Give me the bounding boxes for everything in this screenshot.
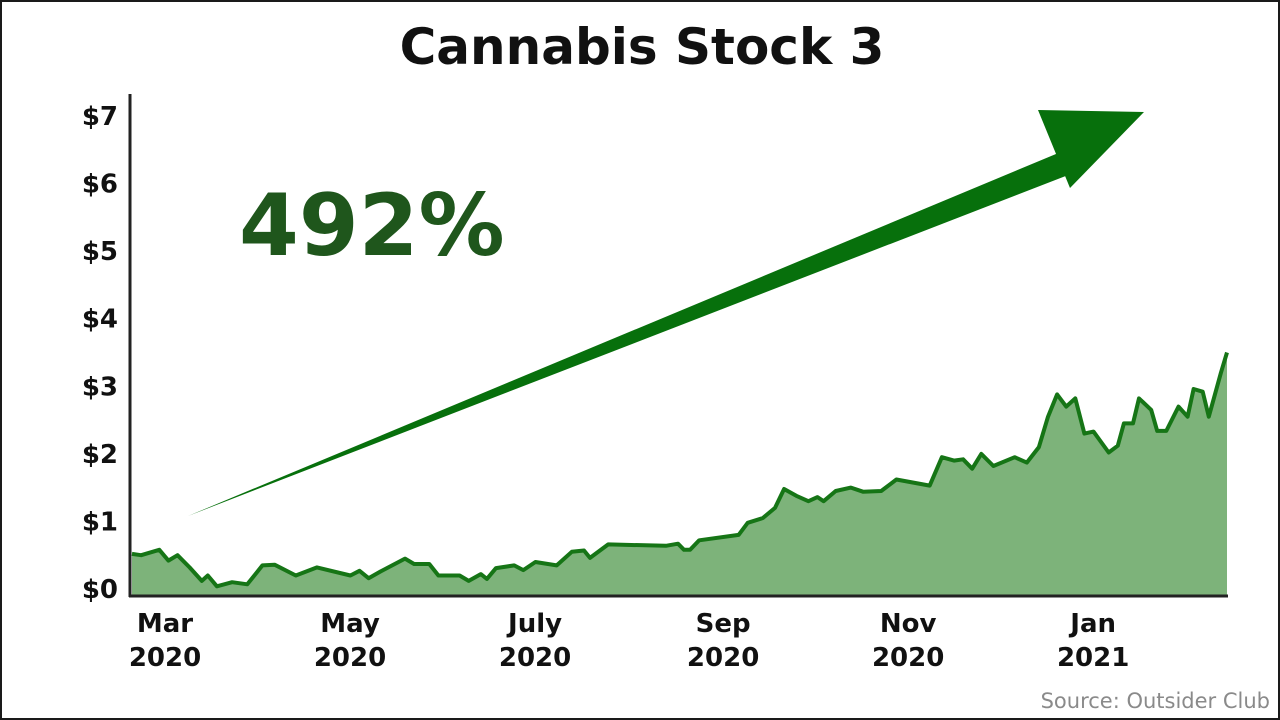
x-tick-label-month: May xyxy=(320,609,380,639)
x-tick-label-year: 2020 xyxy=(499,643,571,673)
x-tick-label-year: 2020 xyxy=(687,643,759,673)
y-tick-label: $3 xyxy=(82,372,118,402)
y-tick-label: $4 xyxy=(82,305,118,335)
trend-arrow-shaft xyxy=(188,149,1076,516)
x-tick-label-month: Nov xyxy=(880,609,937,639)
area-layer xyxy=(131,351,1229,596)
trend-arrow-head xyxy=(1038,110,1144,188)
y-tick-label: $2 xyxy=(82,440,118,470)
trend-arrow xyxy=(188,110,1144,516)
y-tick-label: $7 xyxy=(82,102,118,132)
x-tick-label-month: Jan xyxy=(1068,609,1116,639)
percent-gain-callout: 492% xyxy=(239,176,505,276)
x-tick-label-year: 2020 xyxy=(129,643,201,673)
chart-title: Cannabis Stock 3 xyxy=(400,18,885,76)
x-tick-label-year: 2020 xyxy=(872,643,944,673)
series-area xyxy=(132,352,1227,596)
x-tick-label-month: July xyxy=(506,609,562,639)
series-line xyxy=(131,351,1229,589)
y-tick-label: $1 xyxy=(82,507,118,537)
y-tick-label: $5 xyxy=(82,237,118,267)
source-note: Source: Outsider Club xyxy=(1041,689,1270,713)
axis-layer xyxy=(128,94,1228,598)
x-tick-label-year: 2021 xyxy=(1057,643,1129,673)
x-tick-label-month: Sep xyxy=(696,609,751,639)
y-axis-ticks: $0 $1 $2 $3 $4 $5 $6 $7 xyxy=(82,102,118,605)
y-tick-label: $0 xyxy=(82,575,118,605)
x-axis-ticks: Mar 2020 May 2020 July 2020 Sep 2020 Nov 2020 Jan 2… xyxy=(129,609,1130,673)
x-tick-label-month: Mar xyxy=(137,609,193,639)
y-tick-label: $6 xyxy=(82,170,118,200)
x-tick-label-year: 2020 xyxy=(314,643,386,673)
